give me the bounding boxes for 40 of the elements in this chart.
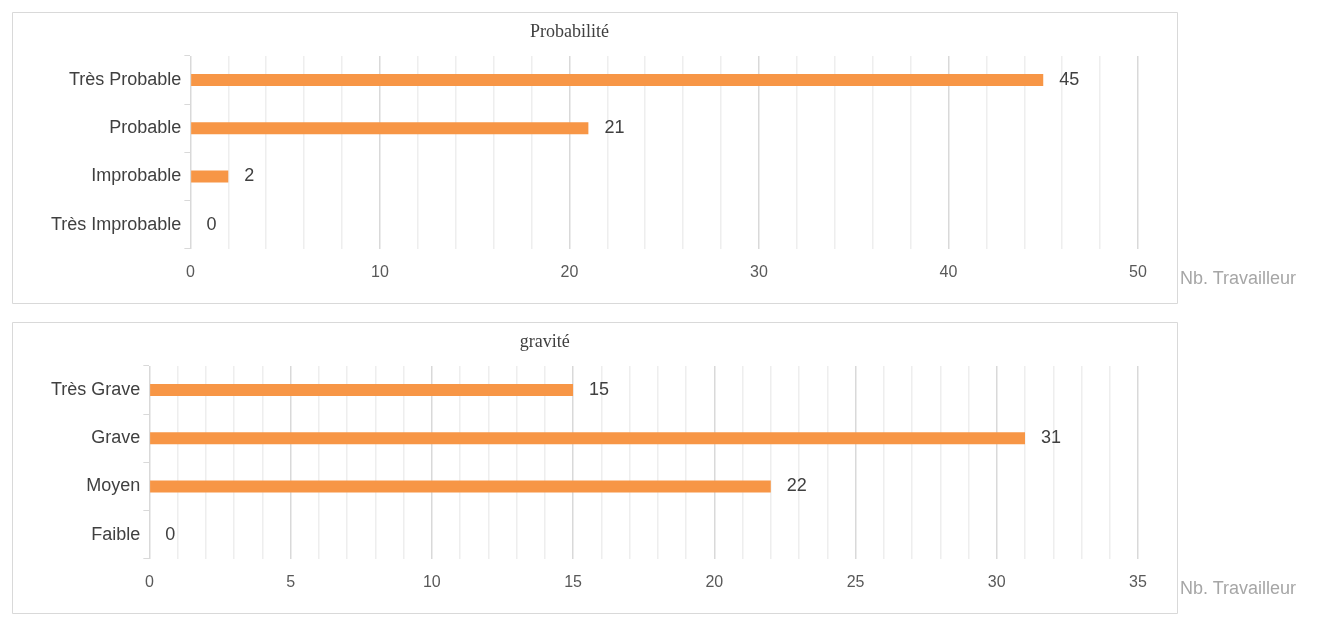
chart-title: gravité (519, 330, 570, 351)
x-axis-title: Nb. Travailleur (1180, 267, 1297, 288)
data-label: 21 (604, 117, 625, 138)
bar (150, 480, 771, 493)
data-label: 0 (206, 213, 217, 234)
x-tick-label: 0 (144, 572, 154, 590)
y-tick-label: Très Improbable (51, 213, 182, 234)
chart-title: Probabilité (529, 20, 609, 41)
x-tick-label: 15 (564, 572, 583, 590)
data-label: 2 (244, 165, 255, 186)
data-label: 0 (165, 523, 176, 544)
x-tick-label: 20 (560, 262, 579, 280)
x-tick-label: 35 (1129, 572, 1147, 590)
bar (191, 170, 229, 183)
x-tick-label: 30 (750, 262, 768, 280)
y-tick-label: Moyen (86, 475, 141, 496)
bar (150, 432, 1026, 445)
x-tick-label: 0 (185, 262, 195, 280)
x-tick-label: 5 (286, 572, 296, 590)
y-tick-label: Grave (91, 427, 141, 448)
x-axis-title: Nb. Travailleur (1180, 577, 1297, 598)
data-label: 22 (786, 475, 807, 496)
x-tick-label: 10 (422, 572, 441, 590)
y-tick-label: Très Grave (50, 379, 141, 400)
data-label: 15 (589, 379, 610, 400)
bar (150, 384, 574, 397)
bar (191, 74, 1044, 87)
data-label: 45 (1059, 69, 1080, 90)
x-tick-label: 20 (705, 572, 724, 590)
x-tick-label: 40 (939, 262, 958, 280)
y-tick-label: Très Probable (69, 69, 182, 90)
x-tick-label: 25 (846, 572, 865, 590)
y-tick-label: Probable (109, 117, 182, 138)
x-tick-label: 30 (987, 572, 1006, 590)
data-label: 31 (1041, 427, 1062, 448)
bar (191, 122, 589, 135)
y-tick-label: Improbable (91, 165, 182, 186)
x-tick-label: 10 (371, 262, 389, 280)
y-tick-label: Faible (91, 523, 141, 544)
x-tick-label: 50 (1129, 262, 1147, 280)
